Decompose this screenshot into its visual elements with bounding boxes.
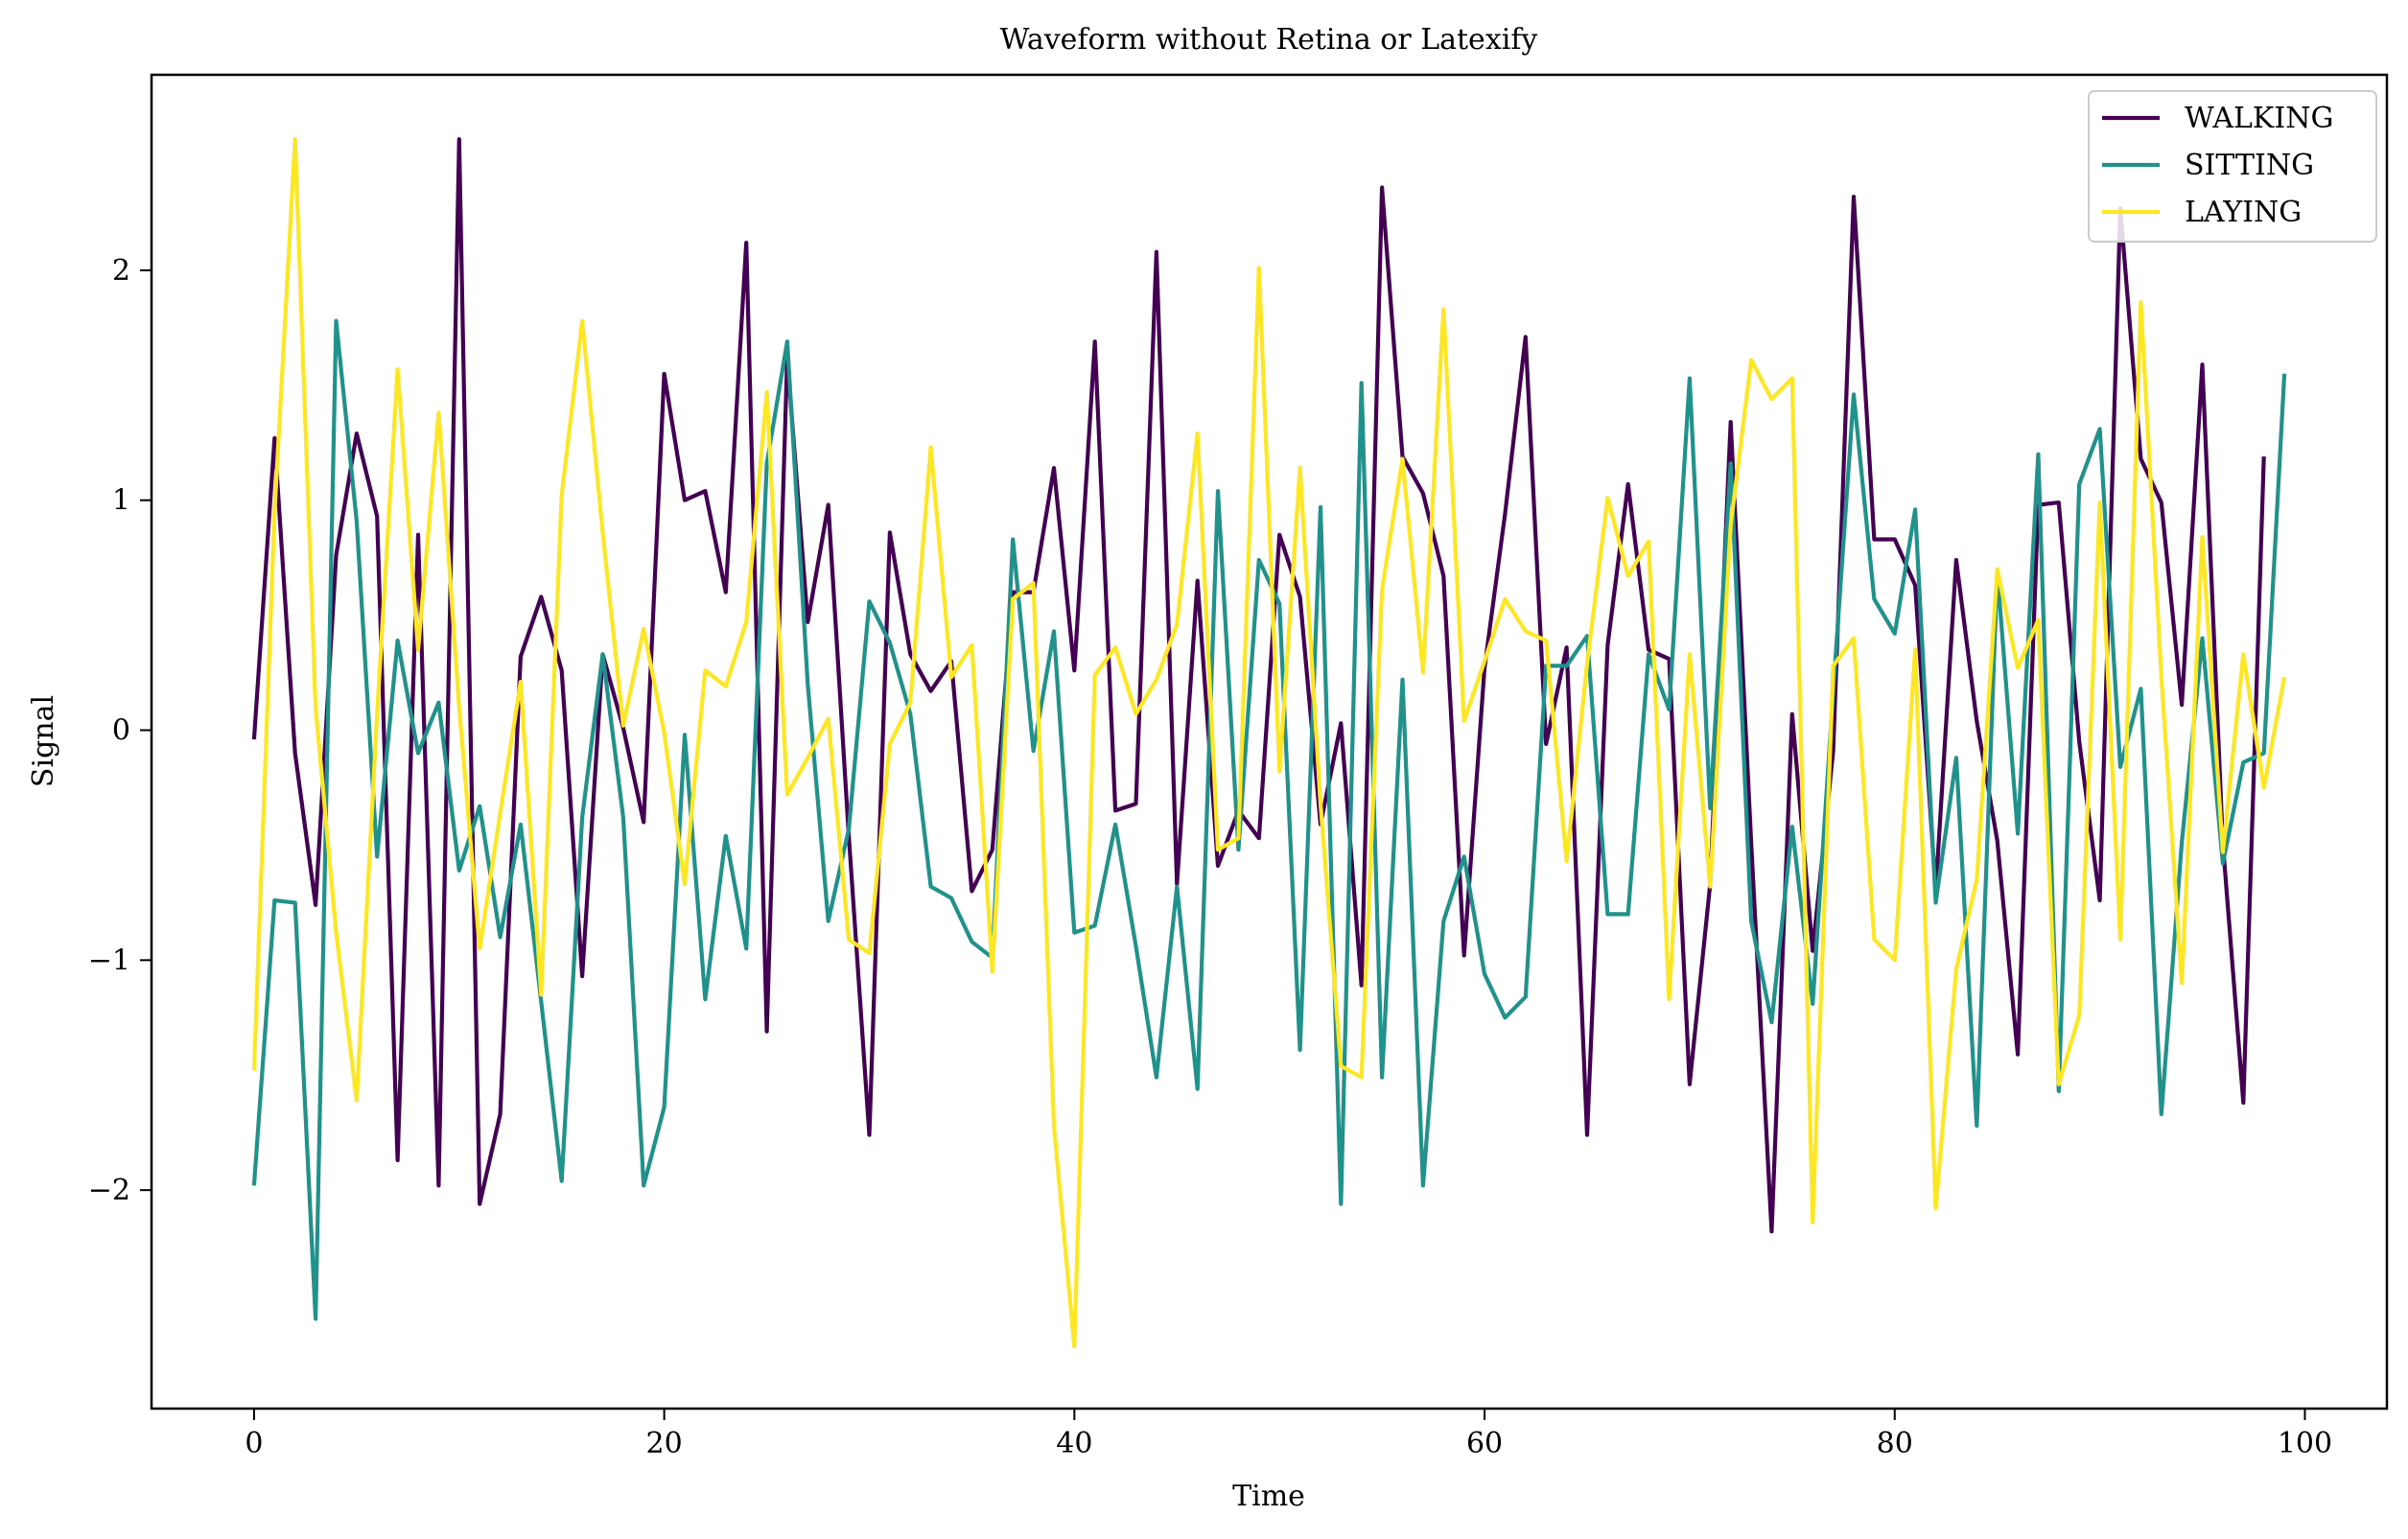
legend-label-sitting: SITTING: [2185, 149, 2314, 182]
plot-area: [152, 75, 2387, 1409]
x-tick-label: 20: [646, 1427, 683, 1460]
legend-label-walking: WALKING: [2185, 102, 2333, 135]
series-layer: [251, 137, 2287, 1349]
x-tick-label: 100: [2278, 1427, 2332, 1460]
legend-label-laying: LAYING: [2185, 196, 2302, 229]
y-tick-label: 1: [112, 484, 130, 518]
x-tick-label: 40: [1056, 1427, 1092, 1460]
x-axis-label: Time: [1232, 1480, 1305, 1513]
y-tick-label: 0: [112, 714, 130, 748]
y-axis: −2 −1 0 1 2: [88, 254, 152, 1207]
x-tick-label: 0: [245, 1427, 263, 1460]
x-axis: 0 20 40 60 80 100: [245, 1409, 2332, 1460]
x-tick-label: 80: [1877, 1427, 1913, 1460]
plot-frame: [150, 73, 2389, 1411]
y-axis-label: Signal: [27, 695, 60, 787]
legend-box: [2088, 90, 2377, 243]
series-line-sitting: [251, 318, 2287, 1321]
chart-title: Waveform without Retina or Latexify: [1000, 23, 1538, 57]
series-line-laying: [251, 137, 2287, 1349]
legend: WALKING SITTING LAYING: [2088, 90, 2377, 243]
x-tick-label: 60: [1466, 1427, 1503, 1460]
y-tick-label: 2: [112, 254, 130, 288]
y-tick-label: −1: [88, 944, 130, 977]
y-tick-label: −2: [88, 1174, 130, 1207]
